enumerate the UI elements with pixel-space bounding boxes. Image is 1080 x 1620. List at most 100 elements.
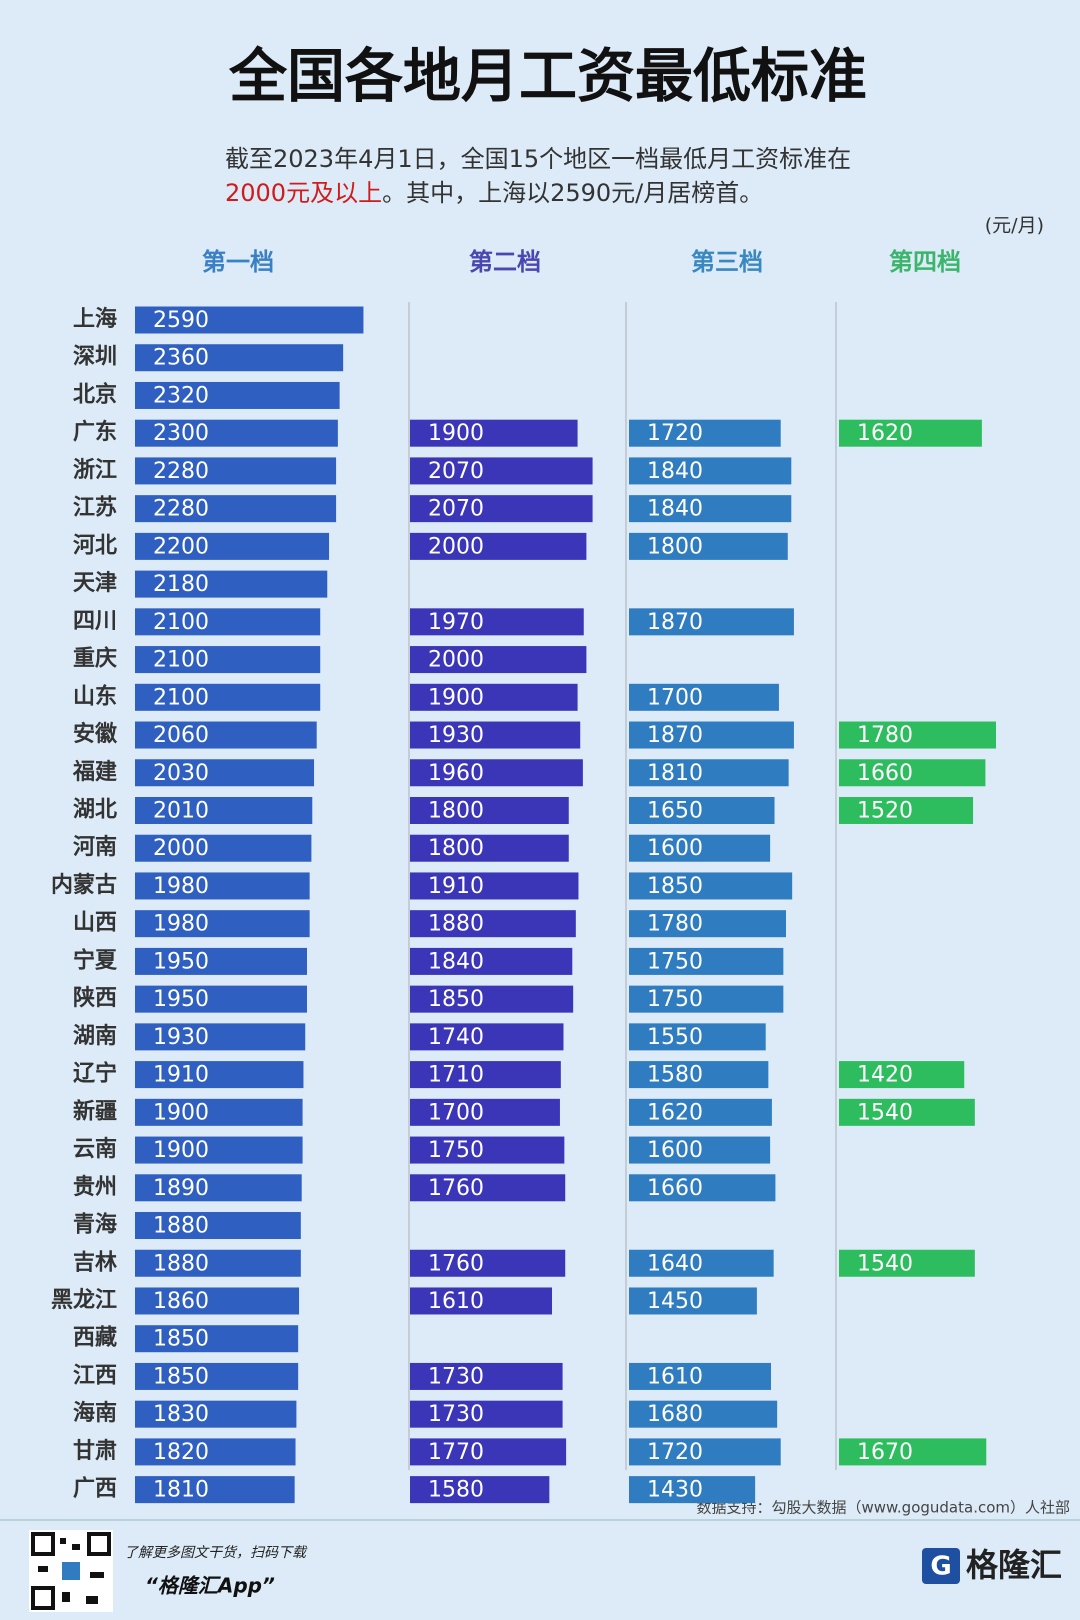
bar bbox=[629, 759, 789, 787]
bar bbox=[135, 1061, 304, 1089]
value-label: 1780 bbox=[647, 912, 703, 937]
value-label: 1970 bbox=[428, 610, 484, 635]
bar bbox=[135, 1362, 299, 1390]
value-label: 1910 bbox=[428, 874, 484, 899]
bar bbox=[410, 532, 587, 560]
bar bbox=[135, 1023, 306, 1051]
bar bbox=[410, 646, 587, 674]
bar bbox=[135, 344, 344, 372]
chart-title: 全国各地月工资最低标准 bbox=[228, 42, 867, 110]
value-label: 1880 bbox=[153, 1251, 209, 1276]
value-label: 1750 bbox=[647, 949, 703, 974]
bar bbox=[410, 683, 578, 711]
value-label: 2590 bbox=[153, 308, 209, 333]
region-label: 青海 bbox=[73, 1212, 117, 1238]
value-label: 1750 bbox=[647, 987, 703, 1012]
bar bbox=[410, 721, 581, 749]
value-label: 1810 bbox=[647, 761, 703, 786]
bar bbox=[410, 796, 569, 824]
region-label: 海南 bbox=[73, 1400, 117, 1426]
qr-code bbox=[29, 1530, 113, 1612]
value-label: 1640 bbox=[647, 1251, 703, 1276]
region-label: 甘肃 bbox=[73, 1438, 117, 1464]
value-label: 1660 bbox=[857, 761, 913, 786]
bar bbox=[629, 419, 781, 447]
bar bbox=[135, 1174, 302, 1202]
bar bbox=[629, 1098, 772, 1126]
value-label: 1950 bbox=[153, 949, 209, 974]
value-label: 2000 bbox=[428, 648, 484, 673]
value-label: 2010 bbox=[153, 798, 209, 823]
value-label: 1930 bbox=[153, 1025, 209, 1050]
value-label: 1850 bbox=[428, 987, 484, 1012]
value-label: 2100 bbox=[153, 648, 209, 673]
value-label: 1600 bbox=[647, 1138, 703, 1163]
bar bbox=[135, 872, 310, 900]
value-label: 1980 bbox=[153, 912, 209, 937]
bar bbox=[410, 1476, 550, 1504]
value-label: 2180 bbox=[153, 572, 209, 597]
bar bbox=[135, 1325, 299, 1353]
value-label: 1850 bbox=[153, 1364, 209, 1389]
region-label: 安徽 bbox=[73, 721, 118, 747]
value-label: 1540 bbox=[857, 1251, 913, 1276]
value-label: 1800 bbox=[428, 798, 484, 823]
region-label: 宁夏 bbox=[73, 947, 118, 973]
value-label: 1900 bbox=[428, 685, 484, 710]
bar bbox=[629, 1476, 756, 1504]
value-label: 2100 bbox=[153, 685, 209, 710]
region-label: 辽宁 bbox=[73, 1061, 117, 1087]
bar bbox=[135, 381, 340, 409]
value-label: 1850 bbox=[647, 874, 703, 899]
bar bbox=[135, 570, 328, 598]
value-label: 1840 bbox=[647, 497, 703, 522]
value-label: 1960 bbox=[428, 761, 484, 786]
region-label: 江苏 bbox=[73, 495, 117, 521]
bar bbox=[410, 1249, 566, 1277]
bar bbox=[135, 1287, 300, 1315]
value-label: 1620 bbox=[647, 1100, 703, 1125]
series-header: 第四档 bbox=[889, 248, 961, 276]
value-label: 1870 bbox=[647, 610, 703, 635]
bar bbox=[629, 1174, 776, 1202]
value-label: 1610 bbox=[428, 1289, 484, 1314]
value-label: 1840 bbox=[428, 949, 484, 974]
bar bbox=[410, 759, 583, 787]
subtitle: 截至2023年4月1日，全国15个地区一档最低月工资标准在 bbox=[225, 145, 851, 173]
bar bbox=[839, 419, 982, 447]
region-label: 北京 bbox=[73, 381, 117, 407]
region-label: 山西 bbox=[73, 911, 117, 936]
value-label: 2300 bbox=[153, 421, 209, 446]
bar bbox=[410, 1061, 561, 1089]
region-label: 西藏 bbox=[73, 1326, 117, 1351]
region-label: 新疆 bbox=[73, 1098, 117, 1124]
value-label: 1810 bbox=[153, 1478, 209, 1503]
value-label: 1600 bbox=[647, 836, 703, 861]
region-label: 山东 bbox=[73, 683, 117, 709]
value-label: 1700 bbox=[647, 685, 703, 710]
value-label: 1720 bbox=[647, 421, 703, 446]
bar bbox=[410, 910, 576, 938]
bar bbox=[135, 1476, 295, 1504]
bar bbox=[135, 419, 338, 447]
bar bbox=[629, 796, 775, 824]
value-label: 1800 bbox=[647, 534, 703, 559]
bar bbox=[629, 495, 792, 523]
value-label: 1450 bbox=[647, 1289, 703, 1314]
value-label: 1540 bbox=[857, 1100, 913, 1125]
value-label: 1580 bbox=[647, 1063, 703, 1088]
bar bbox=[629, 985, 784, 1013]
bar bbox=[629, 1438, 781, 1466]
bar bbox=[135, 1212, 301, 1240]
value-label: 1820 bbox=[153, 1440, 209, 1465]
value-label: 2280 bbox=[153, 459, 209, 484]
series-header: 第二档 bbox=[469, 248, 541, 276]
series-header: 第三档 bbox=[691, 248, 763, 276]
bar bbox=[135, 457, 337, 485]
bar bbox=[410, 1023, 564, 1051]
value-label: 1710 bbox=[428, 1063, 484, 1088]
bar bbox=[410, 419, 578, 447]
value-label: 1880 bbox=[153, 1214, 209, 1239]
